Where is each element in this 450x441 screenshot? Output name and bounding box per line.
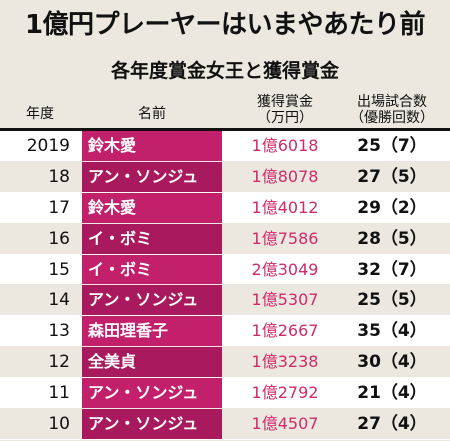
- table-row: 13 森田理香子 1億2667 35（4）: [0, 316, 450, 348]
- table-row: 17 鈴木愛 1億4012 29（2）: [0, 192, 450, 224]
- prize-cell: 2億3049: [251, 259, 319, 279]
- name-cell: 全美貞: [82, 347, 222, 378]
- prize-cell: 1億4507: [251, 414, 319, 434]
- year-cell: 17: [48, 197, 70, 218]
- name-cell: アン・ソンジュ: [82, 161, 222, 192]
- prize-cell: 1億6018: [251, 136, 319, 155]
- name-cell: イ・ボミ: [82, 223, 222, 254]
- page-subtitle: 各年度賞金女王と獲得賞金: [110, 60, 339, 82]
- column-header-prize: 獲得賞金 （万円）: [230, 94, 340, 126]
- starts-cell: 25（7）: [357, 136, 427, 156]
- year-cell: 11: [48, 383, 70, 404]
- starts-cell: 29（2）: [357, 197, 427, 218]
- name-cell: イ・ボミ: [82, 254, 222, 285]
- prize-cell: 1億5307: [251, 290, 319, 310]
- prize-cell: 1億7586: [251, 228, 319, 248]
- prize-cell: 1億4012: [251, 197, 319, 217]
- column-header-name: 名前: [138, 106, 166, 122]
- prize-cell: 1億8078: [251, 166, 319, 186]
- prize-cell: 1億3238: [251, 352, 319, 372]
- page-title: 1億円プレーヤーはいまやあたり前: [24, 10, 426, 40]
- column-header-prize-line1: 獲得賞金: [257, 94, 313, 110]
- name-cell: アン・ソンジュ: [82, 378, 222, 409]
- table-row: 2019 鈴木愛 1億6018 25（7）: [0, 131, 450, 162]
- year-cell: 15: [48, 259, 70, 280]
- starts-cell: 35（4）: [357, 321, 427, 342]
- column-header-prize-line2: （万円）: [257, 110, 313, 126]
- starts-cell: 27（5）: [357, 166, 427, 187]
- starts-cell: 27（4）: [357, 414, 427, 435]
- prize-cell: 1億2792: [251, 383, 319, 403]
- year-cell: 2019: [26, 136, 70, 156]
- column-header-starts-line2: （優勝回数）: [350, 110, 434, 126]
- table-body: 2019 鈴木愛 1億6018 25（7） 18 アン・ソンジュ 1億8078 …: [0, 131, 450, 440]
- starts-cell: 28（5）: [357, 228, 427, 249]
- column-header-starts-line1: 出場試合数: [357, 94, 427, 110]
- table-row: 16 イ・ボミ 1億7586 28（5）: [0, 223, 450, 255]
- year-cell: 18: [48, 166, 70, 187]
- header-divider: [0, 128, 450, 131]
- table-row: 10 アン・ソンジュ 1億4507 27（4）: [0, 409, 450, 440]
- name-cell: 鈴木愛: [82, 192, 222, 223]
- year-cell: 13: [48, 321, 70, 342]
- table-row: 12 全美貞 1億3238 30（4）: [0, 347, 450, 379]
- year-cell: 14: [48, 290, 70, 311]
- table-row: 14 アン・ソンジュ 1億5307 25（5）: [0, 285, 450, 317]
- starts-cell: 30（4）: [357, 352, 427, 373]
- name-cell: 鈴木愛: [82, 131, 222, 161]
- name-cell: アン・ソンジュ: [82, 285, 222, 316]
- column-header-year: 年度: [26, 106, 54, 122]
- table-row: 18 アン・ソンジュ 1億8078 27（5）: [0, 161, 450, 193]
- table-row: 15 イ・ボミ 2億3049 32（7）: [0, 254, 450, 286]
- year-cell: 12: [48, 352, 70, 373]
- name-cell: アン・ソンジュ: [82, 409, 222, 439]
- starts-cell: 32（7）: [357, 259, 427, 280]
- name-cell: 森田理香子: [82, 316, 222, 347]
- starts-cell: 21（4）: [357, 383, 427, 404]
- table-row: 11 アン・ソンジュ 1億2792 21（4）: [0, 378, 450, 410]
- starts-cell: 25（5）: [357, 290, 427, 311]
- column-header-starts: 出場試合数 （優勝回数）: [334, 94, 450, 126]
- year-cell: 16: [48, 228, 70, 249]
- prize-cell: 1億2667: [251, 321, 319, 341]
- year-cell: 10: [48, 414, 70, 435]
